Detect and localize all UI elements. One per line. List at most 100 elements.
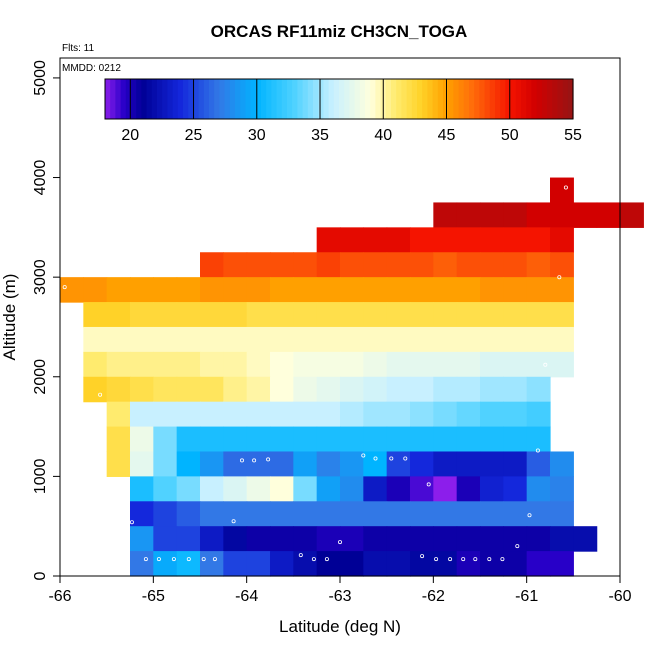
data-point: [535, 448, 540, 453]
heatmap-cell: [83, 302, 108, 328]
heatmap-cell: [223, 277, 248, 303]
y-tick-label: 3000: [32, 259, 49, 295]
colorbar-segment: [131, 79, 137, 119]
colorbar-segment: [307, 79, 314, 119]
colorbar-segment: [562, 79, 569, 119]
heatmap-cell: [573, 526, 598, 552]
heatmap-cell: [316, 501, 341, 527]
heatmap-cell: [480, 252, 504, 278]
data-point: [487, 557, 492, 562]
heatmap-cell: [386, 351, 411, 378]
heatmap-cell: [316, 426, 341, 453]
y-axis: 0 1000 2000 3000 4000 5000: [32, 60, 60, 580]
data-point: [434, 557, 439, 562]
heatmap-cell: [223, 302, 248, 328]
heatmap-cell: [456, 351, 481, 378]
colorbar-tick-label: 25: [185, 127, 203, 144]
colorbar-segment: [531, 79, 538, 119]
heatmap-cell: [200, 551, 224, 577]
heatmap-cell: [550, 277, 574, 303]
colorbar-tick-label: 50: [501, 127, 519, 144]
heatmap-cell: [386, 277, 411, 303]
colorbar-segment: [406, 79, 413, 119]
heatmap-cell: [153, 526, 178, 552]
heatmap-cell: [480, 302, 504, 328]
colorbar-tick-label: 35: [311, 127, 329, 144]
colorbar-segment: [302, 79, 309, 119]
colorbar-segment: [271, 79, 278, 119]
heatmap-cell: [246, 451, 271, 477]
heatmap-cell: [340, 351, 364, 378]
heatmap-cell: [340, 526, 364, 552]
colorbar-segment: [370, 79, 376, 119]
heatmap-cell: [83, 277, 108, 303]
heatmap-cell: [316, 376, 341, 403]
heatmap-cell: [340, 302, 364, 328]
heatmap-cell: [293, 252, 318, 278]
heatmap-cell: [223, 426, 248, 453]
heatmap-cell: [270, 326, 294, 353]
heatmap-cell: [433, 451, 458, 477]
colorbar-tick-label: 45: [438, 127, 456, 144]
heatmap-cell: [106, 426, 131, 453]
colorbar-segment: [136, 79, 142, 119]
heatmap-cell: [153, 476, 178, 502]
heatmap-cell: [316, 401, 341, 428]
heatmap-cell: [433, 401, 458, 428]
heatmap-cell: [526, 326, 551, 353]
heatmap-cell: [246, 376, 271, 403]
data-point: [324, 557, 329, 562]
colorbar-segment: [469, 79, 475, 119]
colorbar-segment: [448, 79, 454, 119]
heatmap-cell: [433, 351, 458, 378]
mmdd-annotation: MMDD: 0212: [62, 63, 121, 74]
x-tick-label: -65: [142, 588, 165, 605]
heatmap-cell: [433, 202, 458, 228]
heatmap-cell: [363, 476, 388, 502]
heatmap-cell: [293, 426, 318, 453]
heatmap-cell: [410, 302, 434, 328]
heatmap-cell: [176, 451, 201, 477]
heatmap-cell: [340, 252, 364, 278]
x-axis-label: Latitude (deg N): [279, 617, 401, 636]
heatmap-cell: [130, 451, 154, 477]
data-point: [337, 540, 342, 545]
heatmap-cell: [153, 351, 178, 378]
heatmap-cell: [456, 426, 481, 453]
data-point: [557, 275, 562, 280]
heatmap-cell: [293, 277, 318, 303]
colorbar-tick-label: 40: [374, 127, 392, 144]
heatmap-cell: [106, 351, 131, 378]
colorbar-segment: [224, 79, 231, 119]
heatmap-cell: [410, 326, 434, 353]
heatmap-cell: [200, 401, 224, 428]
heatmap-cell: [223, 252, 248, 278]
heatmap-cells: [60, 177, 644, 577]
heatmap-cell: [130, 401, 154, 428]
heatmap-cell: [246, 501, 271, 527]
heatmap-cell: [550, 451, 574, 477]
heatmap-cell: [176, 501, 201, 527]
heatmap-cell: [270, 551, 294, 577]
heatmap-cell: [293, 302, 318, 328]
heatmap-cell: [293, 376, 318, 403]
heatmap-cell: [433, 426, 458, 453]
heatmap-cell: [316, 351, 341, 378]
heatmap-cell: [386, 252, 411, 278]
heatmap-cell: [456, 526, 481, 552]
y-tick-label: 0: [32, 571, 49, 580]
heatmap-cell: [130, 302, 154, 328]
heatmap-cell: [386, 426, 411, 453]
heatmap-cell: [363, 277, 388, 303]
data-point: [403, 456, 408, 461]
heatmap-cell: [340, 501, 364, 527]
colorbar-segment: [323, 79, 330, 119]
heatmap-cell: [526, 501, 551, 527]
heatmap-cell: [550, 526, 574, 552]
heatmap-cell: [340, 551, 364, 577]
colorbar-segment: [281, 79, 288, 119]
heatmap-cell: [340, 277, 364, 303]
heatmap-cell: [456, 252, 481, 278]
heatmap-cell: [503, 277, 528, 303]
